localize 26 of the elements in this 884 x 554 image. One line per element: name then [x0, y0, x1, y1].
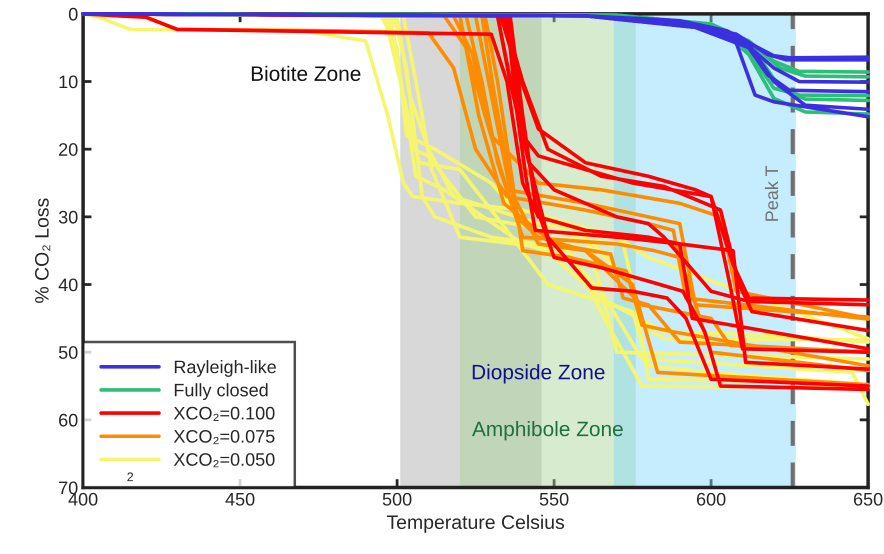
x-tick-label: 600: [696, 492, 726, 506]
legend-label: XCO₂=0.100: [174, 406, 275, 421]
x-tick-label: 550: [540, 492, 568, 506]
y-tick-label: 50: [58, 346, 78, 359]
legend-label: Fully closed: [174, 383, 268, 400]
ref-line-label: Peak T: [764, 166, 778, 221]
y-tick-label: 40: [58, 278, 78, 292]
legend-label: XCO₂=0.050: [174, 453, 275, 468]
band-label: Diopside Zone: [472, 364, 604, 384]
band-label: Amphibole Zone: [472, 420, 623, 440]
annotation: 2: [127, 472, 134, 482]
band-label: Biotite Zone: [252, 66, 360, 82]
x-tick-label: 500: [382, 492, 412, 506]
x-tick-label: 650: [854, 492, 882, 506]
legend-label: Rayleigh-like: [174, 360, 276, 377]
x-tick-label: 450: [225, 492, 254, 506]
y-tick-label: 60: [59, 414, 78, 427]
y-axis-title: % CO₂ Loss: [34, 198, 50, 303]
y-tick-label: 10: [60, 75, 78, 88]
x-tick-label: 400: [68, 492, 98, 506]
y-tick-label: 70: [59, 481, 78, 494]
y-tick-label: 30: [58, 210, 78, 224]
y-tick-label: 20: [59, 143, 78, 156]
y-tick-label: 0: [68, 8, 78, 21]
legend-label: XCO₂=0.075: [174, 430, 274, 444]
x-axis-title: Temperature Celsius: [386, 514, 564, 533]
